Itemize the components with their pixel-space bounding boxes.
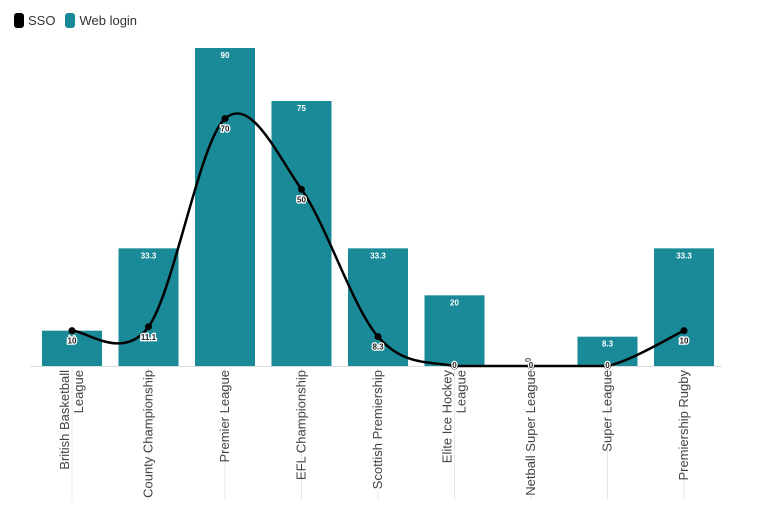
bar-value-label: 20 xyxy=(450,298,459,307)
sso-point xyxy=(604,362,611,370)
bar xyxy=(118,248,179,366)
bar-value-label: 10 xyxy=(68,334,77,343)
legend: SSO Web login xyxy=(14,13,141,28)
sso-point xyxy=(374,333,382,341)
bar xyxy=(654,248,714,366)
sso-value-label: 0 xyxy=(605,361,610,370)
bar-value-label: 33.3 xyxy=(676,251,692,260)
legend-item-sso[interactable]: SSO xyxy=(14,13,55,28)
sso-line xyxy=(71,112,685,368)
x-tick-label: Premiership Rugby xyxy=(676,370,691,481)
sso-point xyxy=(527,362,535,370)
bar xyxy=(195,48,255,366)
sso-point xyxy=(145,323,152,331)
sso-value-label: 11.1 xyxy=(141,333,157,342)
x-tick-label: County Championship xyxy=(141,370,156,498)
x-tick-label: Netball Super League xyxy=(523,370,538,496)
x-tick-label: Super League xyxy=(600,370,615,452)
sso-value-label: 10 xyxy=(680,337,689,346)
sso-swatch xyxy=(14,13,24,28)
sso-point xyxy=(680,327,688,335)
sso-point xyxy=(298,185,305,193)
sso-value-label: 50 xyxy=(297,195,306,204)
legend-item-web-login[interactable]: Web login xyxy=(65,13,137,28)
bar xyxy=(424,295,485,366)
legend-label-sso: SSO xyxy=(28,13,56,28)
x-tick-label: Premier League xyxy=(217,370,232,463)
sso-value-label: 8.3 xyxy=(372,343,384,352)
sso-value-label: 0 xyxy=(529,361,534,370)
bar-value-label: 90 xyxy=(221,51,230,60)
sso-point xyxy=(68,327,76,335)
bar-value-label: 8.3 xyxy=(602,340,614,349)
sso-value-label: 0 xyxy=(452,361,457,370)
bar-value-label: 33.3 xyxy=(141,251,157,260)
sso-point xyxy=(221,115,229,123)
legend-label-web-login: Web login xyxy=(79,13,138,28)
x-tick-label: Elite Ice HockeyLeague xyxy=(440,370,469,464)
x-tick-label: British BasketballLeague xyxy=(57,370,86,470)
bar-value-label: 75 xyxy=(297,104,306,113)
bar xyxy=(577,336,638,366)
sso-value-label: 10 xyxy=(68,337,77,346)
bar xyxy=(271,101,332,366)
bar-value-label: 0 xyxy=(524,357,533,362)
web-login-swatch xyxy=(65,13,76,28)
x-tick-label: EFL Championship xyxy=(294,370,309,480)
x-tick-label: Scottish Premiership xyxy=(370,370,385,489)
sso-point xyxy=(451,362,458,370)
bar-value-label: 33.3 xyxy=(370,251,386,260)
sso-value-label: 70 xyxy=(221,125,230,134)
